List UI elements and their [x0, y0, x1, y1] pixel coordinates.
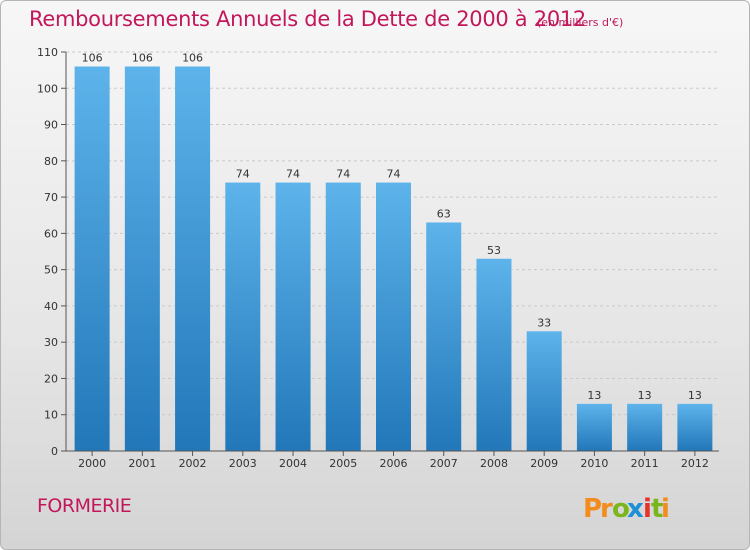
data-label: 74 [387, 168, 401, 181]
data-label: 74 [286, 168, 300, 181]
logo-letter: x [627, 494, 644, 524]
data-label: 13 [688, 389, 702, 402]
data-label: 63 [437, 207, 451, 220]
data-label: 106 [182, 52, 203, 65]
bar [426, 222, 462, 451]
logo-letter: P [583, 494, 602, 524]
x-tick-label: 2010 [580, 457, 608, 470]
y-tick-label: 0 [51, 445, 58, 458]
x-tick-label: 2012 [681, 457, 709, 470]
x-tick-label: 2007 [430, 457, 458, 470]
data-label: 13 [587, 389, 601, 402]
bar [124, 66, 160, 451]
data-label: 74 [336, 168, 350, 181]
bar [576, 403, 612, 451]
data-labels: 106 106 106 74 74 74 74 63 53 33 13 13 13 [82, 52, 702, 402]
chart-unit: (en milliers d'€) [537, 16, 624, 29]
bar [627, 403, 663, 451]
y-tick-label: 40 [44, 300, 58, 313]
y-tick-label: 20 [44, 372, 58, 385]
logo-letter: t [651, 494, 663, 524]
data-label: 74 [236, 168, 250, 181]
y-tick-label: 90 [44, 119, 58, 132]
x-tick-label: 2003 [229, 457, 257, 470]
bar [275, 182, 311, 451]
chart-title: Remboursements Annuels de la Dette de 20… [29, 7, 586, 31]
data-label: 33 [537, 316, 551, 329]
y-tick-label: 60 [44, 227, 58, 240]
x-tick-label: 2006 [380, 457, 408, 470]
logo-letter: i [661, 494, 670, 524]
bar [376, 182, 411, 451]
y-tick-label: 10 [44, 409, 58, 422]
x-tick-label: 2000 [78, 457, 106, 470]
data-label: 106 [132, 52, 153, 65]
bars [74, 66, 713, 451]
x-tick-label: 2005 [329, 457, 357, 470]
x-axis: 2000 2001 2002 2003 2004 2005 2006 2007 2008 2009… [66, 450, 719, 470]
logo-letter: o [612, 494, 630, 524]
bar [74, 66, 110, 451]
logo-letter: i [643, 494, 652, 524]
data-label: 53 [487, 244, 501, 257]
x-tick-label: 2001 [128, 457, 156, 470]
logo-letter: r [600, 494, 613, 524]
bar [677, 403, 713, 451]
data-label: 13 [638, 389, 652, 402]
x-tick-label: 2002 [179, 457, 207, 470]
y-tick-label: 50 [44, 264, 58, 277]
y-tick-label: 100 [37, 82, 58, 95]
y-tick-label: 70 [44, 191, 58, 204]
y-axis: 0 10 20 30 40 50 60 70 80 90 100 110 [37, 46, 67, 458]
y-tick-label: 110 [37, 46, 58, 59]
data-label: 106 [82, 52, 103, 65]
bar [175, 66, 211, 451]
x-tick-label: 2009 [530, 457, 558, 470]
bar [225, 182, 261, 451]
x-tick-label: 2004 [279, 457, 307, 470]
proxiti-logo: Pr ox i ti [583, 494, 670, 524]
x-tick-label: 2011 [631, 457, 659, 470]
bar [526, 331, 562, 451]
y-tick-label: 80 [44, 155, 58, 168]
bar [476, 258, 512, 451]
bar [325, 182, 361, 451]
y-tick-label: 30 [44, 336, 58, 349]
commune-name: FORMERIE [37, 495, 132, 517]
x-tick-label: 2008 [480, 457, 508, 470]
